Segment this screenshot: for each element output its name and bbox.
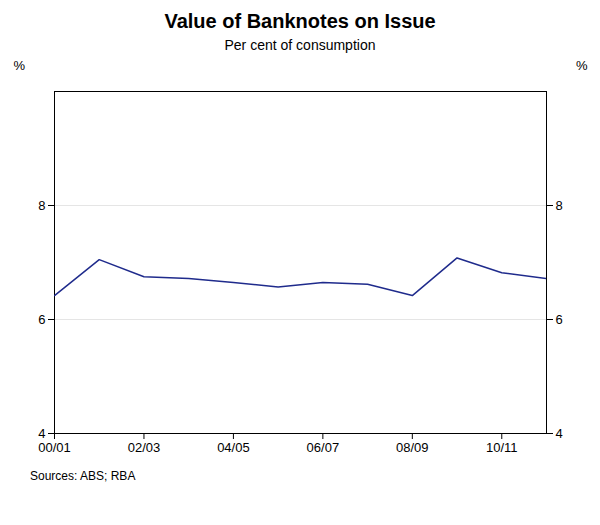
svg-text:6: 6 [38,312,45,327]
svg-text:8: 8 [556,198,563,213]
svg-text:02/03: 02/03 [128,440,161,455]
svg-text:%: % [14,58,26,73]
html-text:Per cent of consumption: Per cent of consumption [224,37,376,53]
svg-text:4: 4 [556,426,563,441]
svg-text:04/05: 04/05 [217,440,250,455]
svg-text:6: 6 [556,312,563,327]
svg-text:10/11: 10/11 [486,440,518,455]
svg-text:08/09: 08/09 [396,440,429,455]
svg-text:%: % [576,58,588,73]
svg-text:06/07: 06/07 [307,440,340,455]
svg-text:00/01: 00/01 [38,440,71,455]
svg-text:4: 4 [38,426,45,441]
html-text:Sources: ABS; RBA: Sources: ABS; RBA [30,469,136,483]
svg-text:8: 8 [38,198,45,213]
html-text:Value of Banknotes on Issue: Value of Banknotes on Issue [164,10,436,32]
